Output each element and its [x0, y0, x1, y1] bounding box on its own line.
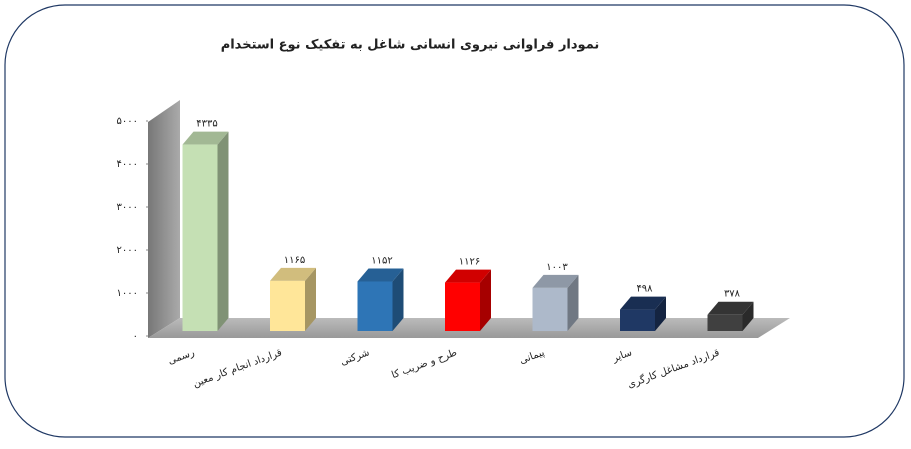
y-tick-label: ۴۰۰۰ — [117, 159, 138, 170]
frame — [4, 4, 905, 438]
bar-top — [532, 274, 579, 288]
y-tick-label: ۰ — [133, 331, 138, 342]
bar-side — [742, 301, 754, 331]
back-wall — [148, 100, 180, 338]
bar — [270, 280, 305, 331]
bar — [532, 287, 568, 331]
value-label: ۴۳۳۵ — [196, 119, 217, 130]
value-label: ۱۱۲۶ — [459, 257, 480, 268]
bar-top — [445, 269, 491, 283]
bar-side — [567, 274, 579, 331]
value-label: ۱۱۵۲ — [371, 255, 392, 266]
bar-top — [620, 296, 666, 310]
bar-side — [480, 269, 491, 331]
value-label: ۱۰۰۳ — [546, 262, 568, 273]
y-tick-label: ۳۰۰۰ — [117, 202, 138, 213]
bar-top — [182, 131, 229, 145]
bar — [620, 309, 655, 331]
bar-side — [217, 131, 229, 331]
chart-title: نمودار فراوانی نیروی انسانی شاغل به تفکی… — [221, 38, 600, 53]
y-tick-label: ۵۰۰۰ — [117, 116, 138, 127]
bar-top — [270, 267, 316, 281]
bar — [707, 314, 743, 331]
y-tick-label: ۲۰۰۰ — [117, 245, 138, 256]
value-label: ۳۷۸ — [724, 289, 741, 300]
bar-side — [305, 267, 316, 331]
bar-top — [707, 301, 754, 315]
bar — [182, 144, 218, 331]
value-label: ۱۱۶۵ — [284, 255, 305, 266]
bar — [445, 282, 480, 331]
value-label: ۴۹۸ — [636, 284, 653, 295]
bar-top — [357, 268, 404, 282]
bar-side — [392, 268, 404, 331]
y-tick-label: ۱۰۰۰ — [117, 288, 138, 299]
bar — [357, 281, 393, 331]
bar-side — [655, 296, 666, 331]
